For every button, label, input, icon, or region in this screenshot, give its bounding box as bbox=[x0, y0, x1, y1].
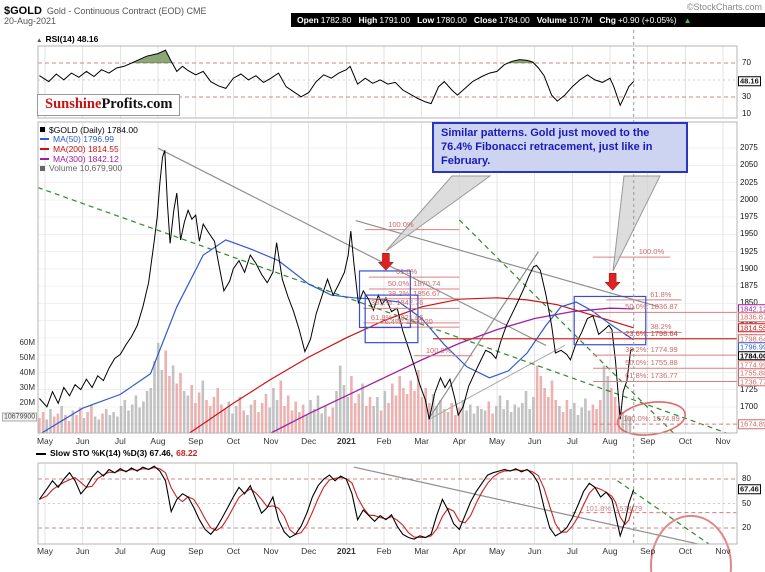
stoch-series bbox=[38, 465, 737, 544]
legend-label: MA(50) 1796.99 bbox=[53, 134, 114, 145]
rsi-line bbox=[39, 49, 635, 107]
legend-marker-icon bbox=[40, 138, 49, 141]
legend-marker-icon bbox=[40, 147, 49, 150]
logo-part-red: Sunshine bbox=[45, 96, 102, 112]
stoch-legend-text: Slow STO %K(14) %D(3) 67.46, bbox=[50, 448, 174, 458]
price-line bbox=[39, 150, 634, 420]
ohlc-item: Close 1784.00 bbox=[473, 15, 530, 25]
ma50-line bbox=[40, 239, 635, 433]
stochastic-legend: Slow STO %K(14) %D(3) 67.46, 68.22 bbox=[36, 448, 197, 458]
highlight-ellipse bbox=[649, 514, 732, 572]
pattern-box bbox=[573, 295, 647, 346]
ohlc-item: Low 1780.00 bbox=[417, 15, 467, 25]
pattern-box bbox=[364, 294, 419, 344]
collapse-arrow-icon: ▲ bbox=[36, 37, 43, 44]
rsi-legend: ▲ RSI(14) 48.16 bbox=[36, 34, 98, 44]
annotation-callout: Similar patterns. Gold just moved to the… bbox=[432, 122, 688, 174]
stoch-k-line bbox=[38, 465, 635, 540]
legend-item: MA(50) 1796.99 bbox=[40, 134, 138, 145]
rsi-legend-text: RSI(14) 48.16 bbox=[45, 34, 99, 44]
volume-bars bbox=[38, 343, 632, 433]
callout-pointer bbox=[612, 175, 661, 272]
ohlc-item: Volume 10.7M bbox=[536, 15, 593, 25]
change-up-arrow-icon: ▲ bbox=[683, 15, 692, 25]
panel-border bbox=[37, 121, 738, 434]
ohlc-item: High 1791.00 bbox=[358, 15, 411, 25]
ma300-line bbox=[269, 307, 634, 433]
legend-marker-icon bbox=[40, 157, 49, 160]
down-arrow-icon bbox=[377, 253, 394, 271]
symbol: $GOLD bbox=[4, 5, 42, 17]
logo-part-black: Profits.com bbox=[101, 96, 173, 112]
ohlc-item: Open 1782.80 bbox=[297, 15, 352, 25]
legend-marker-icon bbox=[40, 165, 45, 171]
legend-label: $GOLD (Daily) 1784.00 bbox=[49, 124, 138, 135]
panel-border bbox=[37, 45, 738, 119]
legend-label: MA(200) 1814.55 bbox=[53, 143, 119, 154]
sunshineprofits-logo: SunshineProfits.com bbox=[37, 94, 181, 116]
pattern-box bbox=[358, 270, 411, 329]
legend-item: MA(300) 1842.12 bbox=[40, 154, 138, 164]
stoch-line-marker bbox=[36, 452, 46, 455]
symbol-description: Gold - Continuous Contract (EOD) CME bbox=[46, 6, 207, 16]
legend-item: $GOLD (Daily) 1784.00 bbox=[40, 125, 138, 135]
legend-item: MA(200) 1814.55 bbox=[40, 144, 138, 154]
down-arrow-icon bbox=[604, 273, 621, 291]
rsi-series bbox=[39, 49, 635, 107]
legend-label: Volume 10,679,900 bbox=[49, 163, 123, 174]
ohlc-summary-bar: Open 1782.80 High 1791.00 Low 1780.00 Close 178… bbox=[291, 13, 765, 27]
stoch-d-value: 68.22 bbox=[176, 448, 198, 458]
panel-border bbox=[37, 462, 738, 545]
legend-label: MA(300) 1842.12 bbox=[53, 153, 119, 164]
callout-pointer bbox=[385, 175, 492, 252]
legend-item: Volume 10,679,900 bbox=[40, 163, 138, 173]
chart-date: 20-Aug-2021 bbox=[4, 16, 57, 26]
price-series bbox=[39, 150, 635, 433]
stoch-d-line bbox=[39, 467, 635, 539]
ohlc-item: Chg +0.90 (+0.05%) bbox=[599, 15, 677, 25]
chart-title: $GOLD Gold - Continuous Contract (EOD) CM… bbox=[4, 1, 206, 19]
stockcharts-copyright: ©StockCharts.com bbox=[686, 2, 762, 12]
legend-marker-icon bbox=[40, 127, 45, 133]
main-chart-legend: $GOLD (Daily) 1784.00 MA(50) 1796.99 MA(20… bbox=[40, 125, 138, 173]
highlight-ellipse bbox=[616, 401, 686, 436]
